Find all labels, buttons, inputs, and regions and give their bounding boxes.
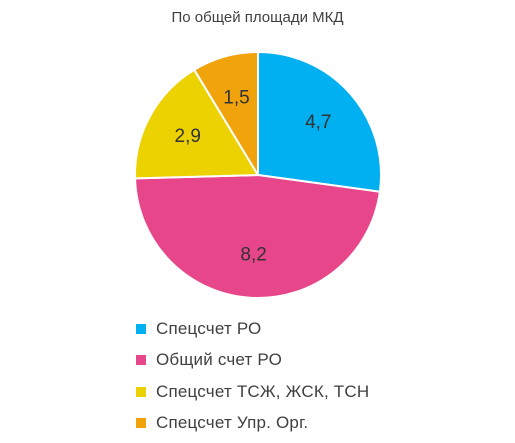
pie-slice-3 <box>193 51 259 176</box>
legend-item-obshchiy-schet-ro: Общий счет РО <box>136 345 369 377</box>
pie-data-labels: 4,7 8,2 2,9 1,5 <box>175 87 332 265</box>
legend-swatch-icon <box>136 323 146 334</box>
pie-slices <box>134 51 382 299</box>
data-label-1: 8,2 <box>240 244 266 265</box>
data-label-0: 4,7 <box>305 112 331 133</box>
legend-item-spetsschet-tszh: Спецсчет ТСЖ, ЖСК, ТСН <box>136 376 369 408</box>
data-label-3: 1,5 <box>223 87 249 108</box>
legend-label: Спецсчет ТСЖ, ЖСК, ТСН <box>156 381 370 401</box>
legend-item-spetsschet-upr-org: Спецсчет Упр. Орг. <box>136 408 369 440</box>
chart-title: По общей площади МКД <box>171 9 344 26</box>
legend-swatch-icon <box>136 418 146 429</box>
legend-label: Спецсчет РО <box>156 318 262 338</box>
pie-slice-1 <box>134 174 381 299</box>
legend-label: Общий счет РО <box>156 350 283 370</box>
chart-legend: Спецсчет РО Общий счет РО Спецсчет ТСЖ, … <box>136 313 369 439</box>
legend-swatch-icon <box>136 386 146 397</box>
pie-slice-2 <box>134 68 259 180</box>
legend-item-spetsschet-ro: Спецсчет РО <box>136 313 369 345</box>
pie-slice-0 <box>257 51 382 193</box>
legend-label: Спецсчет Упр. Орг. <box>156 413 309 433</box>
data-label-2: 2,9 <box>175 126 201 147</box>
legend-swatch-icon <box>136 355 146 366</box>
